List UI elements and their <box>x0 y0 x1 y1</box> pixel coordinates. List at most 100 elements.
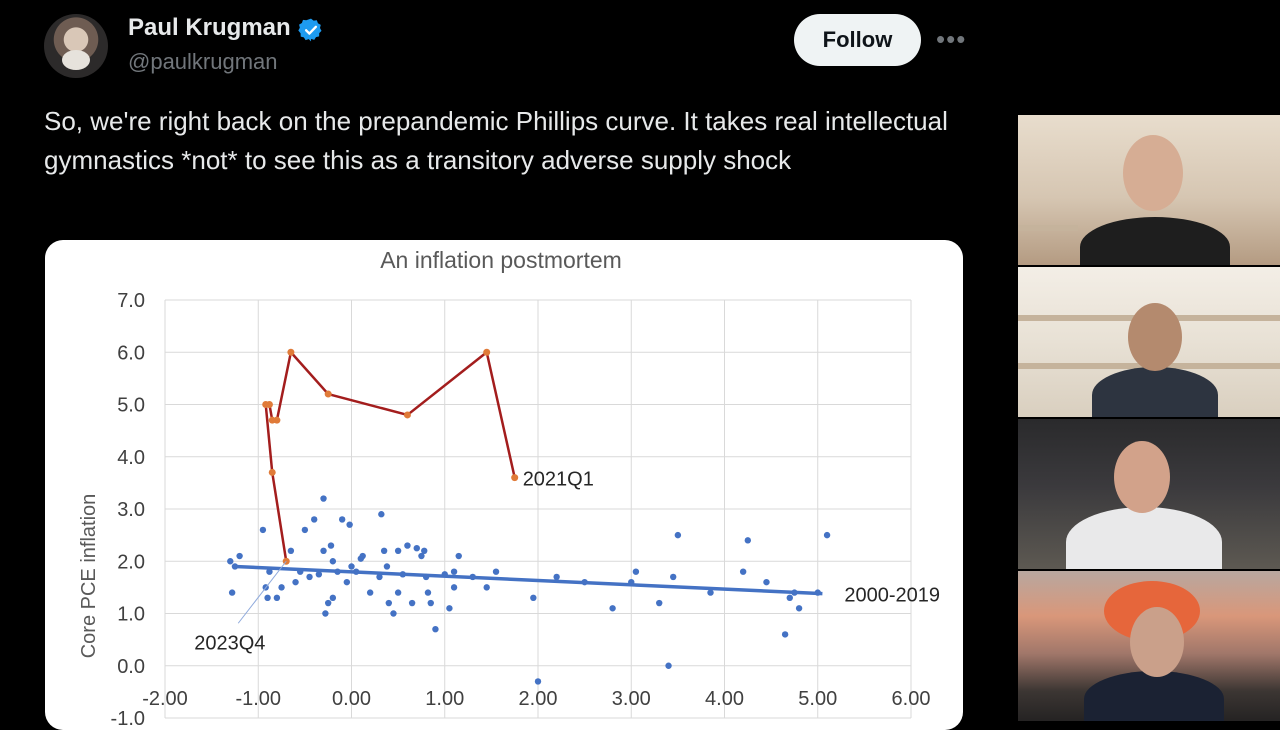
scatter-point <box>427 599 434 607</box>
author-handle[interactable]: @paulkrugman <box>128 49 278 74</box>
scatter-point <box>273 594 281 602</box>
scatter-point <box>530 594 537 602</box>
scatter-point <box>421 547 428 554</box>
annotation-leader-line <box>237 560 287 624</box>
pandemic-path-point <box>483 348 491 356</box>
chart-tick-labels: -2.00 -1.00 0.00 1.00 2.00 3.00 4.00 5.00 6.00 -1… <box>111 290 931 730</box>
scatter-point <box>378 511 385 518</box>
participant-torso <box>1080 217 1230 265</box>
participant-torso <box>1066 507 1222 569</box>
participant-head <box>1123 135 1183 211</box>
scatter-point <box>315 571 323 578</box>
pandemic-path-point <box>324 390 332 398</box>
trend-line <box>234 564 823 596</box>
video-participant-3[interactable] <box>1018 419 1280 569</box>
scatter-point <box>338 516 346 523</box>
scatter-point <box>739 568 747 575</box>
x-tick-label: 2.00 <box>519 688 558 710</box>
video-participant-1[interactable] <box>1018 115 1280 265</box>
x-tick-label: 3.00 <box>612 688 651 710</box>
scatter-point <box>359 552 366 560</box>
scatter-point <box>744 537 752 544</box>
y-tick-label: 4.0 <box>117 447 145 469</box>
scatter-point <box>264 594 271 602</box>
y-tick-label: 5.0 <box>117 395 145 417</box>
chart-y-axis-label: Core PCE inflation <box>78 494 100 659</box>
y-tick-label: 6.0 <box>117 342 145 364</box>
scatter-point <box>534 678 542 685</box>
scatter-point <box>348 563 355 570</box>
scatter-point <box>376 573 383 581</box>
chart-image[interactable]: -2.00 -1.00 0.00 1.00 2.00 3.00 4.00 5.00 6.00 -1… <box>45 240 963 730</box>
scatter-point <box>446 605 453 612</box>
scatter-point <box>656 599 663 607</box>
video-participant-4[interactable] <box>1018 571 1280 721</box>
pandemic-path-point <box>268 416 276 424</box>
x-tick-label: 6.00 <box>892 688 931 710</box>
scatter-point <box>301 526 309 534</box>
scatter-point <box>227 558 234 565</box>
scatter-point <box>394 589 402 596</box>
x-tick-label: 5.00 <box>798 688 837 710</box>
avatar-beard <box>62 50 90 70</box>
annotation-label: 2023Q4 <box>194 632 265 654</box>
scatter-point <box>385 599 392 607</box>
pandemic-path-point <box>403 411 411 419</box>
annotation-label: 2000-2019 <box>844 585 940 607</box>
author-avatar[interactable] <box>44 14 108 78</box>
participant-head <box>1114 441 1170 513</box>
scatter-point <box>266 568 273 575</box>
phillips-curve-chart: -2.00 -1.00 0.00 1.00 2.00 3.00 4.00 5.00 6.00 -1… <box>78 247 940 730</box>
scatter-point <box>343 578 351 586</box>
author-name[interactable]: Paul Krugman <box>128 14 291 41</box>
scatter-point <box>665 662 672 669</box>
scatter-point <box>320 547 327 554</box>
scatter-point <box>674 531 682 539</box>
follow-button[interactable]: Follow <box>794 14 921 66</box>
scatter-point <box>781 631 789 638</box>
scatter-point <box>609 605 616 612</box>
scatter-point <box>320 495 327 502</box>
scatter-point <box>632 568 640 575</box>
participant-torso <box>1084 671 1224 721</box>
y-tick-label: 2.0 <box>117 551 145 573</box>
chart-annotations: 2021Q1 2023Q4 2000-2019 <box>194 469 940 655</box>
pandemic-path-point <box>268 468 276 476</box>
pandemic-path-point <box>262 401 270 408</box>
y-tick-label: 7.0 <box>117 290 145 312</box>
participant-head <box>1128 303 1182 371</box>
background-shelf <box>1018 225 1078 231</box>
x-tick-label: -2.00 <box>142 688 188 710</box>
scatter-point <box>236 552 243 560</box>
scatter-point <box>492 568 500 575</box>
scatter-point <box>786 594 793 602</box>
scatter-point <box>670 573 677 581</box>
more-options-icon[interactable]: ••• <box>936 24 967 54</box>
scatter-point <box>380 547 388 554</box>
scatter-point <box>424 589 432 596</box>
scatter-point <box>394 547 402 554</box>
scatter-point <box>322 610 329 617</box>
verified-badge-icon <box>298 18 322 42</box>
scatter-point <box>418 552 425 560</box>
scatter-point <box>408 599 416 607</box>
scatter-point <box>383 563 391 570</box>
annotation-label: 2021Q1 <box>523 469 594 491</box>
y-tick-label: -1.0 <box>111 708 145 730</box>
chart-marks <box>227 348 831 685</box>
scatter-point <box>292 578 299 586</box>
participant-torso <box>1092 367 1218 417</box>
video-participant-2[interactable] <box>1018 267 1280 417</box>
scatter-point <box>306 573 313 581</box>
scatter-point <box>324 599 332 607</box>
pandemic-path-point <box>287 348 295 356</box>
scatter-point <box>346 521 353 528</box>
participant-head <box>1130 607 1184 677</box>
scatter-point <box>329 558 337 565</box>
x-tick-label: 4.00 <box>705 688 744 710</box>
scatter-point <box>763 578 770 586</box>
scatter-point <box>450 568 458 575</box>
scatter-point <box>390 610 397 617</box>
x-tick-label: -1.00 <box>235 688 281 710</box>
scatter-point <box>707 589 714 596</box>
